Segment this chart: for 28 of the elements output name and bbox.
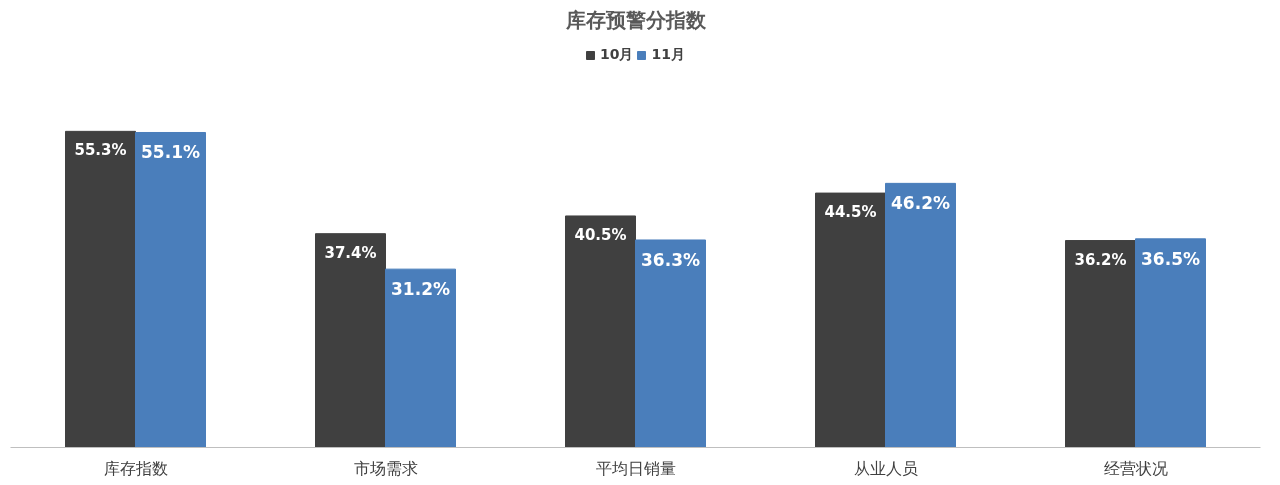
legend-label: 11月 (651, 46, 685, 64)
data-label: 36.5% (1141, 248, 1200, 269)
x-tick-label: 库存指数 (103, 458, 168, 478)
bar (885, 182, 956, 448)
x-tick-label: 市场需求 (353, 458, 418, 478)
data-label: 46.2% (891, 193, 950, 214)
x-tick-label: 平均日销量 (595, 458, 676, 478)
bar (135, 131, 206, 448)
x-tick-label: 经营状况 (1103, 458, 1168, 478)
data-label: 31.2% (391, 279, 450, 300)
bar (635, 239, 706, 448)
bar (315, 233, 386, 448)
bar (1065, 240, 1136, 448)
data-label: 37.4% (324, 243, 377, 262)
legend-label: 10月 (600, 46, 634, 64)
data-label: 55.3% (74, 141, 127, 160)
data-label: 40.5% (574, 225, 627, 244)
bar (565, 215, 636, 448)
bar (815, 192, 886, 448)
bar (385, 268, 456, 448)
bar (1135, 238, 1206, 448)
chart-title: 库存预警分指数 (564, 7, 707, 32)
x-tick-label: 从业人员 (853, 458, 918, 478)
data-label: 44.5% (824, 203, 877, 222)
bar (65, 130, 136, 448)
data-label: 55.1% (141, 142, 200, 163)
data-label: 36.3% (641, 249, 700, 270)
data-label: 36.2% (1074, 250, 1127, 269)
